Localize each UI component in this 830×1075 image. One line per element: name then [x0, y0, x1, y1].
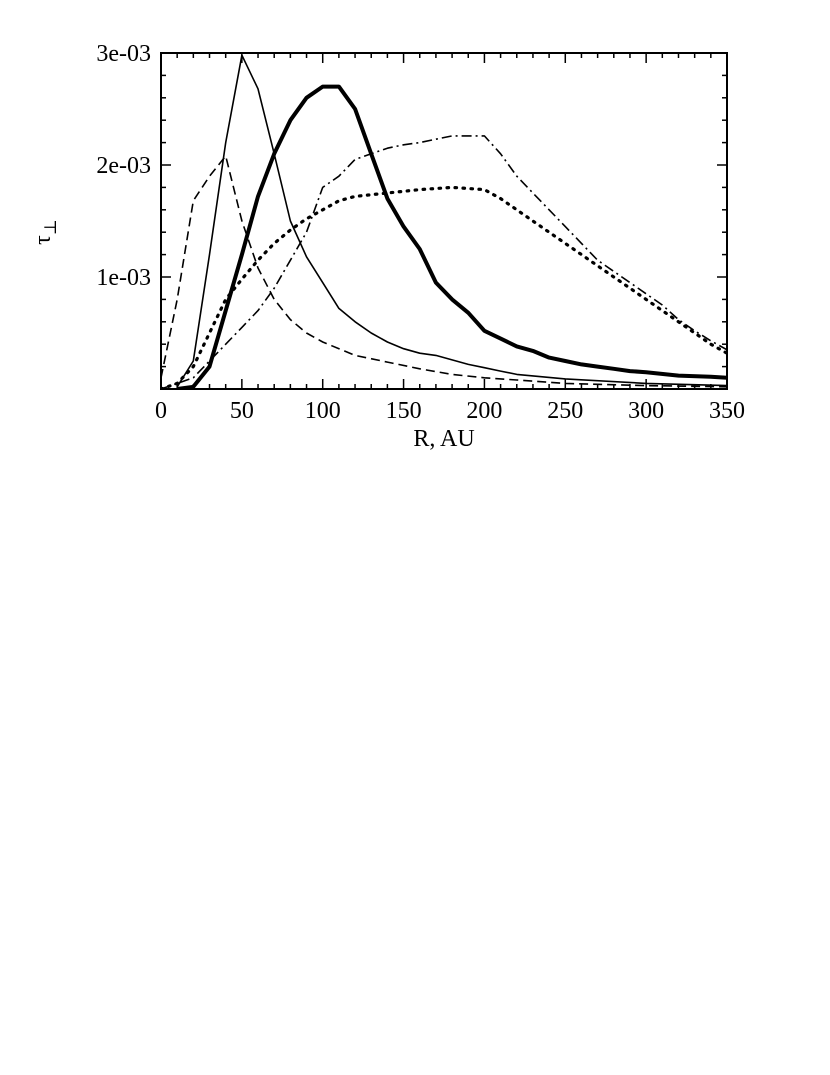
y-axis-title-symbol: τ: [30, 235, 56, 245]
x-tick-label: 350: [709, 398, 745, 424]
series-line-dash-dot: [161, 135, 727, 389]
x-tick-label: 100: [305, 398, 341, 424]
x-tick-labels: 0 50 100 150 200 250 300 350: [155, 398, 745, 424]
x-tick-label: 200: [466, 398, 502, 424]
y-tick-label: 3e-03: [96, 41, 151, 67]
y-axis-title-subscript: ⊥: [41, 219, 60, 235]
x-tick-label: 300: [628, 398, 664, 424]
x-tick-label: 250: [547, 398, 583, 424]
y-tick-label: 1e-03: [96, 265, 151, 291]
x-tick-label: 50: [230, 398, 254, 424]
y-tick-label: 2e-03: [96, 153, 151, 179]
x-tick-label: 150: [386, 398, 422, 424]
series-line-solid-thick: [176, 84, 727, 389]
plot-frame: [160, 52, 728, 390]
series-line-dashed: [161, 155, 727, 388]
series-line-dotted: [161, 185, 727, 389]
y-tick-labels: 1e-03 2e-03 3e-03: [96, 41, 151, 291]
ticks-layer: [160, 52, 728, 390]
x-axis-title: R, AU: [413, 426, 474, 452]
x-tick-label: 0: [155, 398, 167, 424]
svg-text:τ⊥: τ⊥: [30, 219, 60, 245]
y-axis-title: τ⊥: [30, 219, 60, 245]
